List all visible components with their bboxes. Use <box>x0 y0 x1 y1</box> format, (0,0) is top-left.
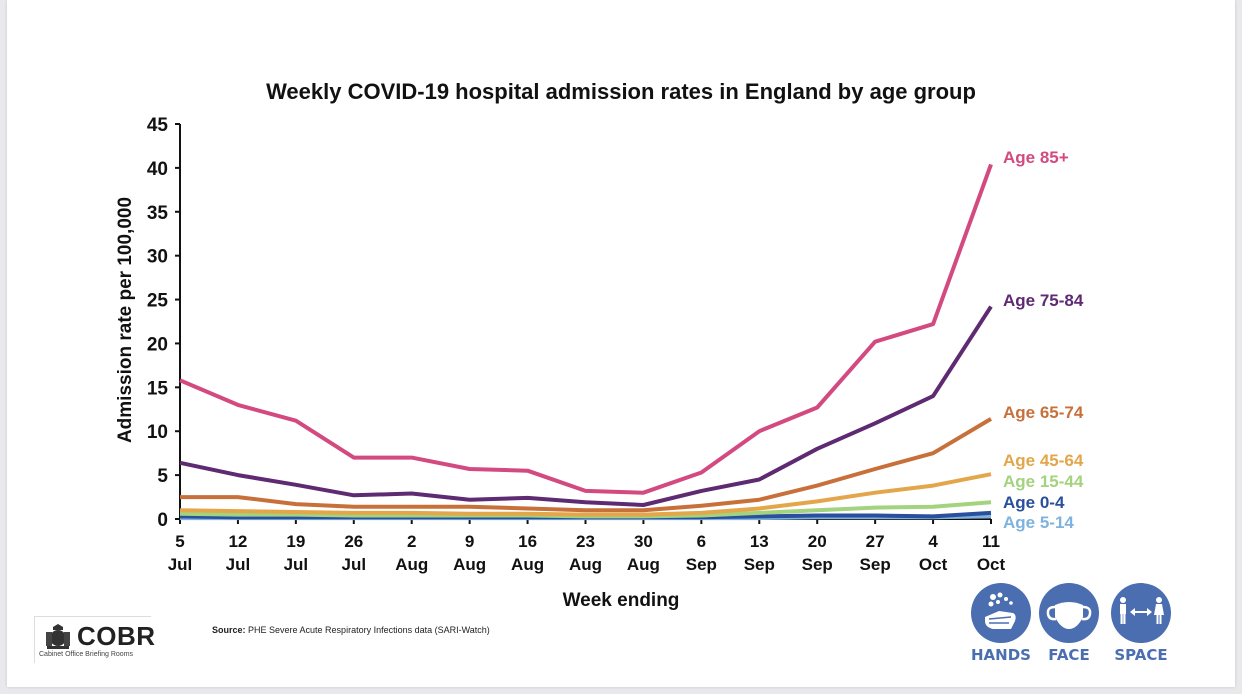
logo-subtitle: Cabinet Office Briefing Rooms <box>39 651 134 658</box>
x-tick-label-month: Oct <box>977 555 1006 574</box>
series-label-age-15-44: Age 15-44 <box>1003 472 1084 491</box>
x-tick-label-day: 16 <box>518 532 537 551</box>
x-tick-label-day: 4 <box>928 532 938 551</box>
hand-washing-icon <box>985 592 1016 629</box>
face-label: FACE <box>1048 646 1090 664</box>
y-tick-label: 45 <box>147 115 169 136</box>
series-label-age-65-74: Age 65-74 <box>1003 403 1084 422</box>
x-tick-label-month: Sep <box>802 555 833 574</box>
face-mask-icon <box>1046 602 1092 629</box>
x-tick-label-day: 9 <box>465 532 474 551</box>
x-tick-label-month: Oct <box>919 555 948 574</box>
y-tick-label: 5 <box>157 466 168 487</box>
x-tick-label-month: Jul <box>226 555 251 574</box>
x-tick-label-month: Aug <box>627 555 660 574</box>
series-line-age-45-64 <box>179 472 992 517</box>
x-tick-label-month: Jul <box>168 555 193 574</box>
x-tick-label-month: Sep <box>686 555 717 574</box>
chart-title: Weekly COVID-19 hospital admission rates… <box>266 79 976 104</box>
x-tick-label-month: Aug <box>453 555 486 574</box>
y-tick-label: 30 <box>147 247 168 268</box>
series-label-age-45-64: Age 45-64 <box>1003 451 1084 470</box>
y-tick-label: 20 <box>147 334 168 355</box>
series-label-age-0-4: Age 0-4 <box>1003 493 1065 512</box>
x-tick-label-day: 23 <box>576 532 595 551</box>
axes: 0510152025303540455Jul12Jul19Jul26Jul2Au… <box>147 115 1006 574</box>
social-distance-icon <box>1120 597 1164 624</box>
y-tick-label: 15 <box>147 378 169 399</box>
y-tick-label: 40 <box>147 159 168 180</box>
x-tick-label-day: 19 <box>286 532 305 551</box>
source-text: PHE Severe Acute Respiratory Infections … <box>245 625 490 635</box>
space-badge: SPACE <box>1110 583 1172 664</box>
y-tick-label: 35 <box>147 203 169 224</box>
x-tick-label-month: Aug <box>395 555 428 574</box>
series-line-age-75-84 <box>179 305 993 507</box>
x-tick-label-month: Sep <box>744 555 775 574</box>
x-tick-label-day: 5 <box>175 532 184 551</box>
x-tick-label-day: 13 <box>750 532 769 551</box>
source-label: Source: <box>212 625 246 635</box>
x-tick-label-day: 2 <box>407 532 416 551</box>
cobr-logo: COBR Cabinet Office Briefing Rooms <box>34 616 155 663</box>
series-lines <box>179 163 993 521</box>
series-label-age-5-14: Age 5-14 <box>1003 513 1074 532</box>
y-tick-label: 0 <box>157 510 168 531</box>
y-tick-label: 25 <box>147 291 169 312</box>
y-tick-label: 10 <box>147 422 168 443</box>
x-tick-label-day: 20 <box>808 532 827 551</box>
x-tick-label-month: Jul <box>284 555 309 574</box>
space-label: SPACE <box>1114 646 1168 664</box>
series-label-age-75-84: Age 75-84 <box>1003 291 1084 310</box>
series-line-age-65-74 <box>180 417 993 513</box>
x-tick-label-month: Sep <box>860 555 891 574</box>
source-note: Source: PHE Severe Acute Respiratory Inf… <box>212 625 490 635</box>
x-tick-label-day: 6 <box>697 532 706 551</box>
royal-crest-icon <box>46 624 70 649</box>
x-tick-label-day: 11 <box>982 532 1000 551</box>
hands-badge: HANDS <box>970 583 1032 664</box>
series-label-age-85: Age 85+ <box>1003 148 1069 167</box>
x-tick-label-day: 27 <box>866 532 885 551</box>
face-badge: FACE <box>1038 583 1100 664</box>
series-line-age-85 <box>179 163 993 495</box>
x-tick-label-day: 26 <box>344 532 363 551</box>
logo-name: COBR <box>77 621 156 651</box>
hands-label: HANDS <box>971 646 1031 664</box>
x-tick-label-month: Jul <box>342 555 367 574</box>
x-axis-label: Week ending <box>562 590 680 611</box>
slide <box>7 0 1235 687</box>
x-tick-label-month: Aug <box>569 555 602 574</box>
x-tick-label-day: 30 <box>634 532 653 551</box>
x-tick-label-month: Aug <box>511 555 544 574</box>
x-tick-label-day: 12 <box>228 532 247 551</box>
